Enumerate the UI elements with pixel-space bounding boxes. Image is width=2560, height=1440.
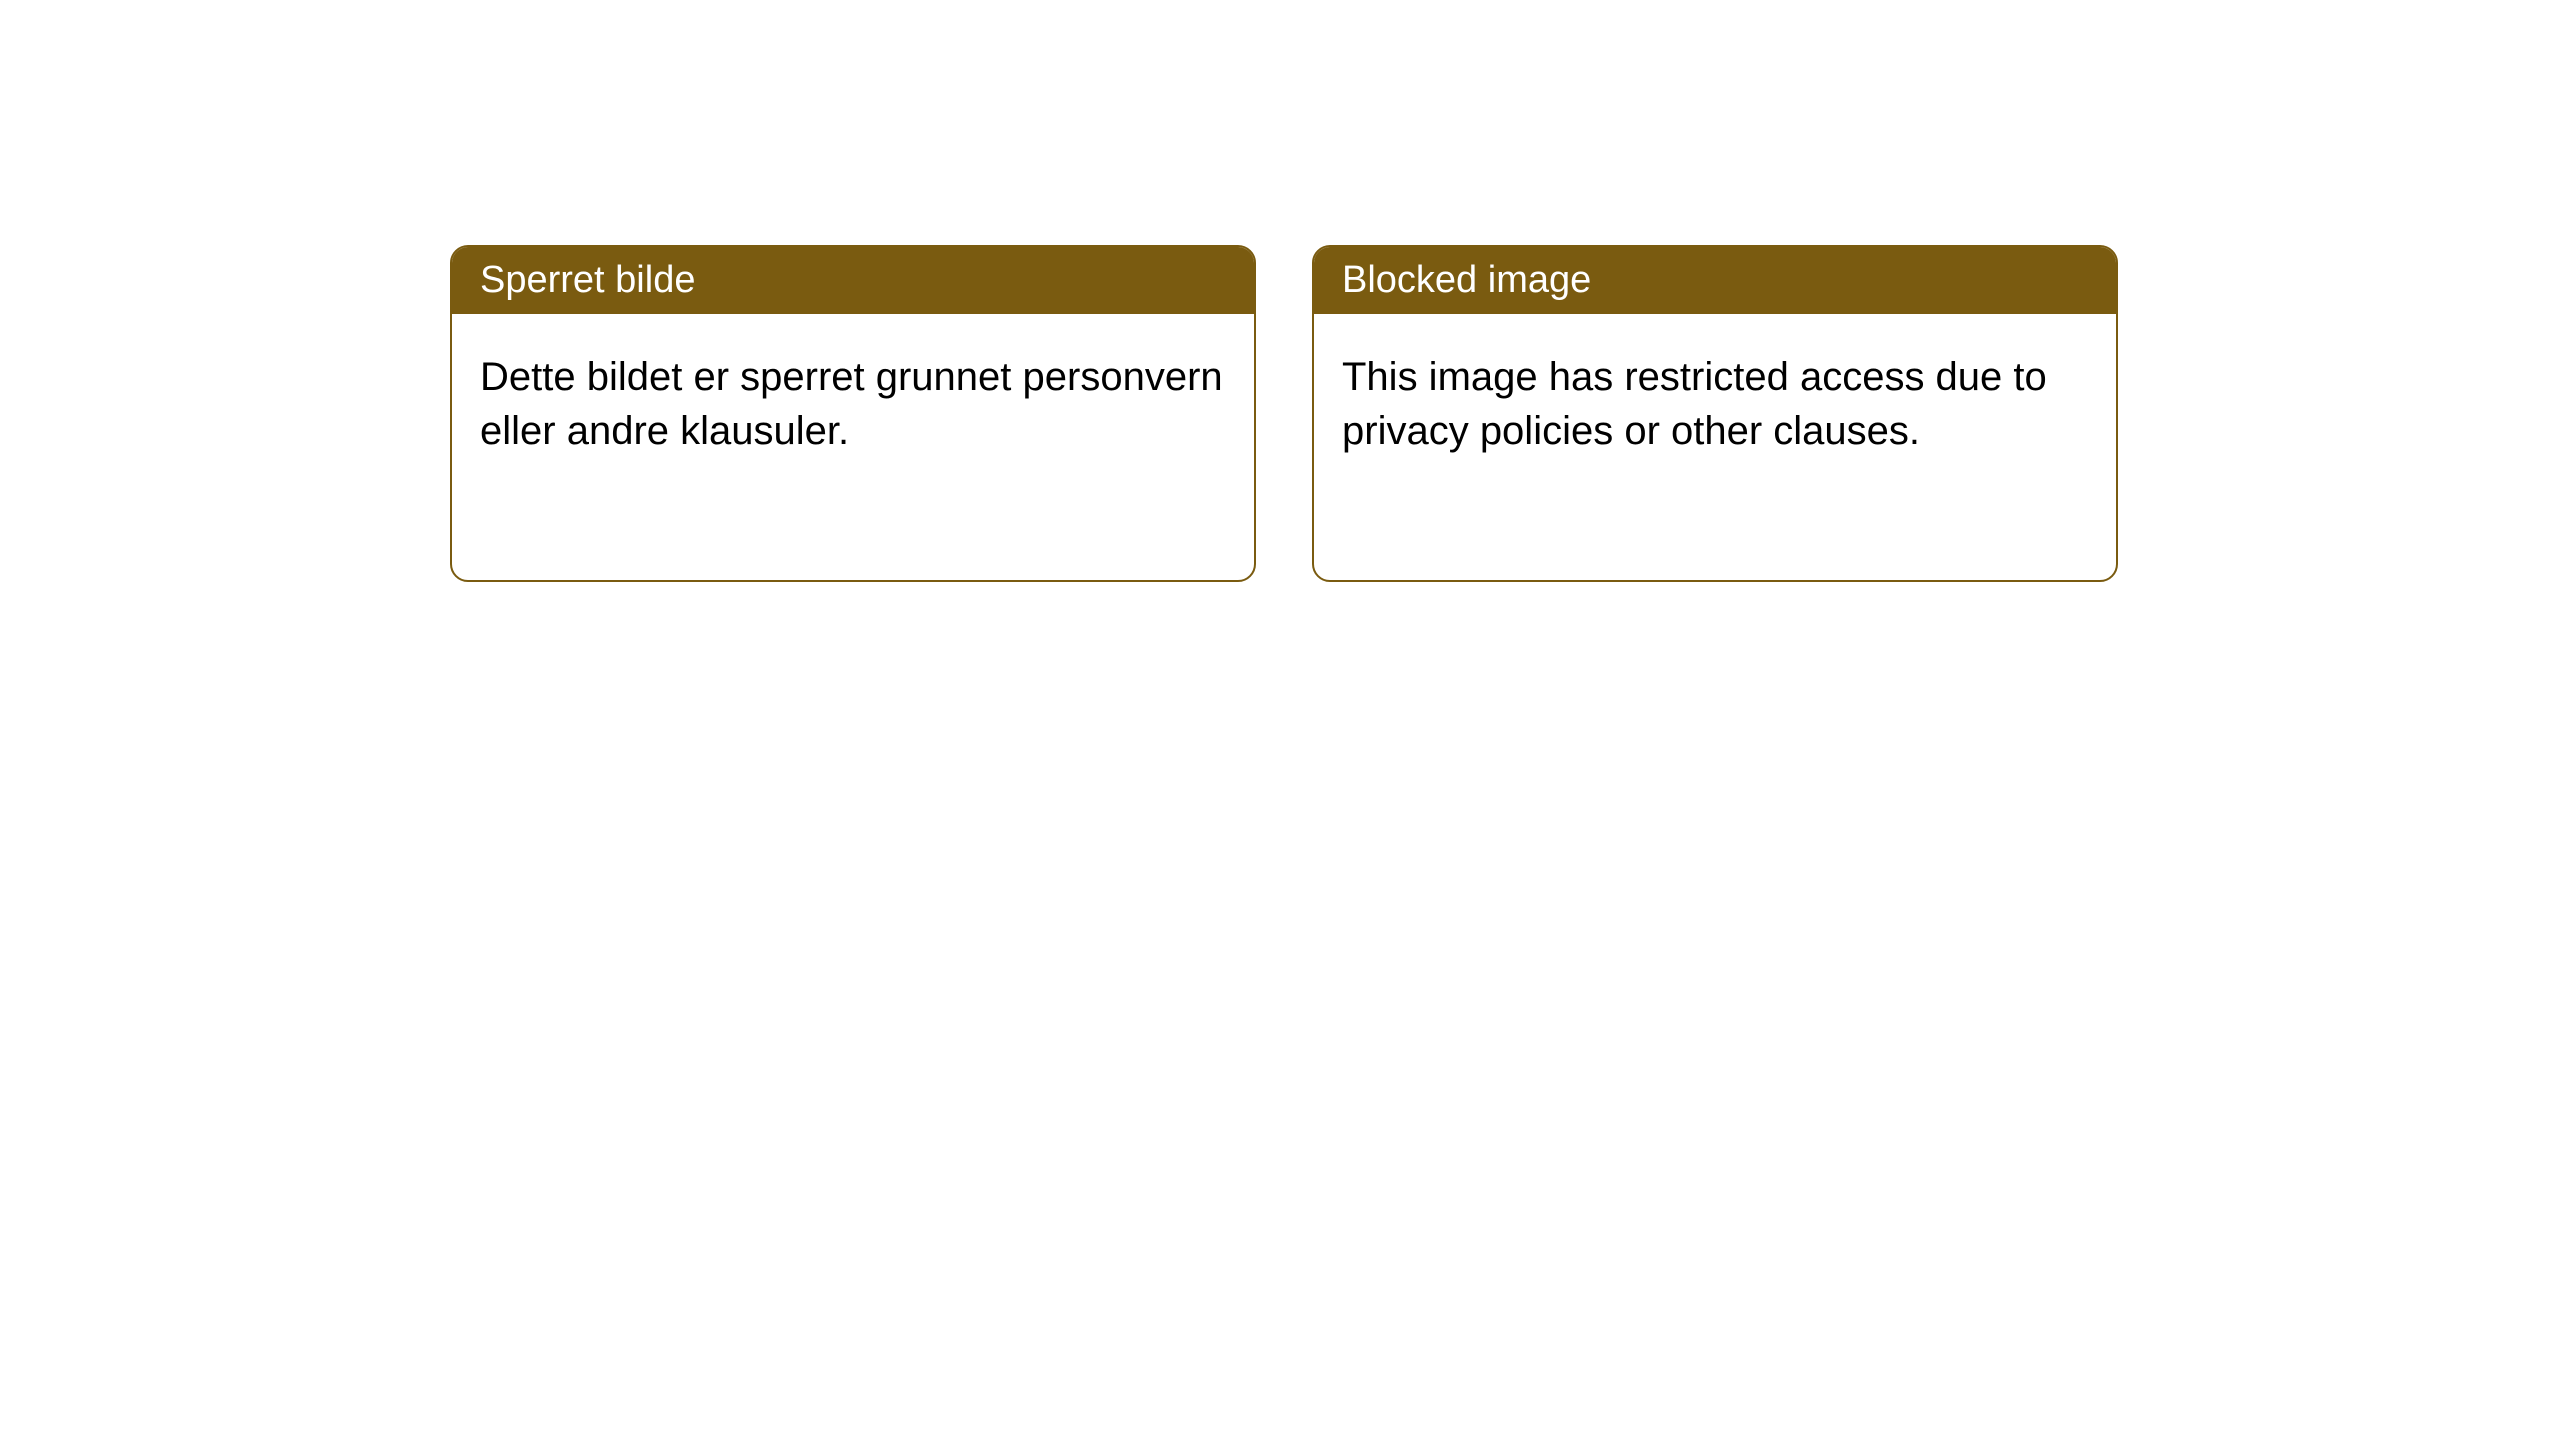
notice-header: Sperret bilde (452, 247, 1254, 314)
notice-box-norwegian: Sperret bilde Dette bildet er sperret gr… (450, 245, 1256, 582)
notice-box-english: Blocked image This image has restricted … (1312, 245, 2118, 582)
notice-body: This image has restricted access due to … (1314, 314, 2116, 494)
notice-text: Dette bildet er sperret grunnet personve… (480, 355, 1223, 453)
notice-title: Blocked image (1342, 259, 1591, 301)
notice-body: Dette bildet er sperret grunnet personve… (452, 314, 1254, 494)
notice-title: Sperret bilde (480, 259, 695, 301)
notice-container: Sperret bilde Dette bildet er sperret gr… (450, 245, 2118, 582)
notice-header: Blocked image (1314, 247, 2116, 314)
notice-text: This image has restricted access due to … (1342, 355, 2047, 453)
